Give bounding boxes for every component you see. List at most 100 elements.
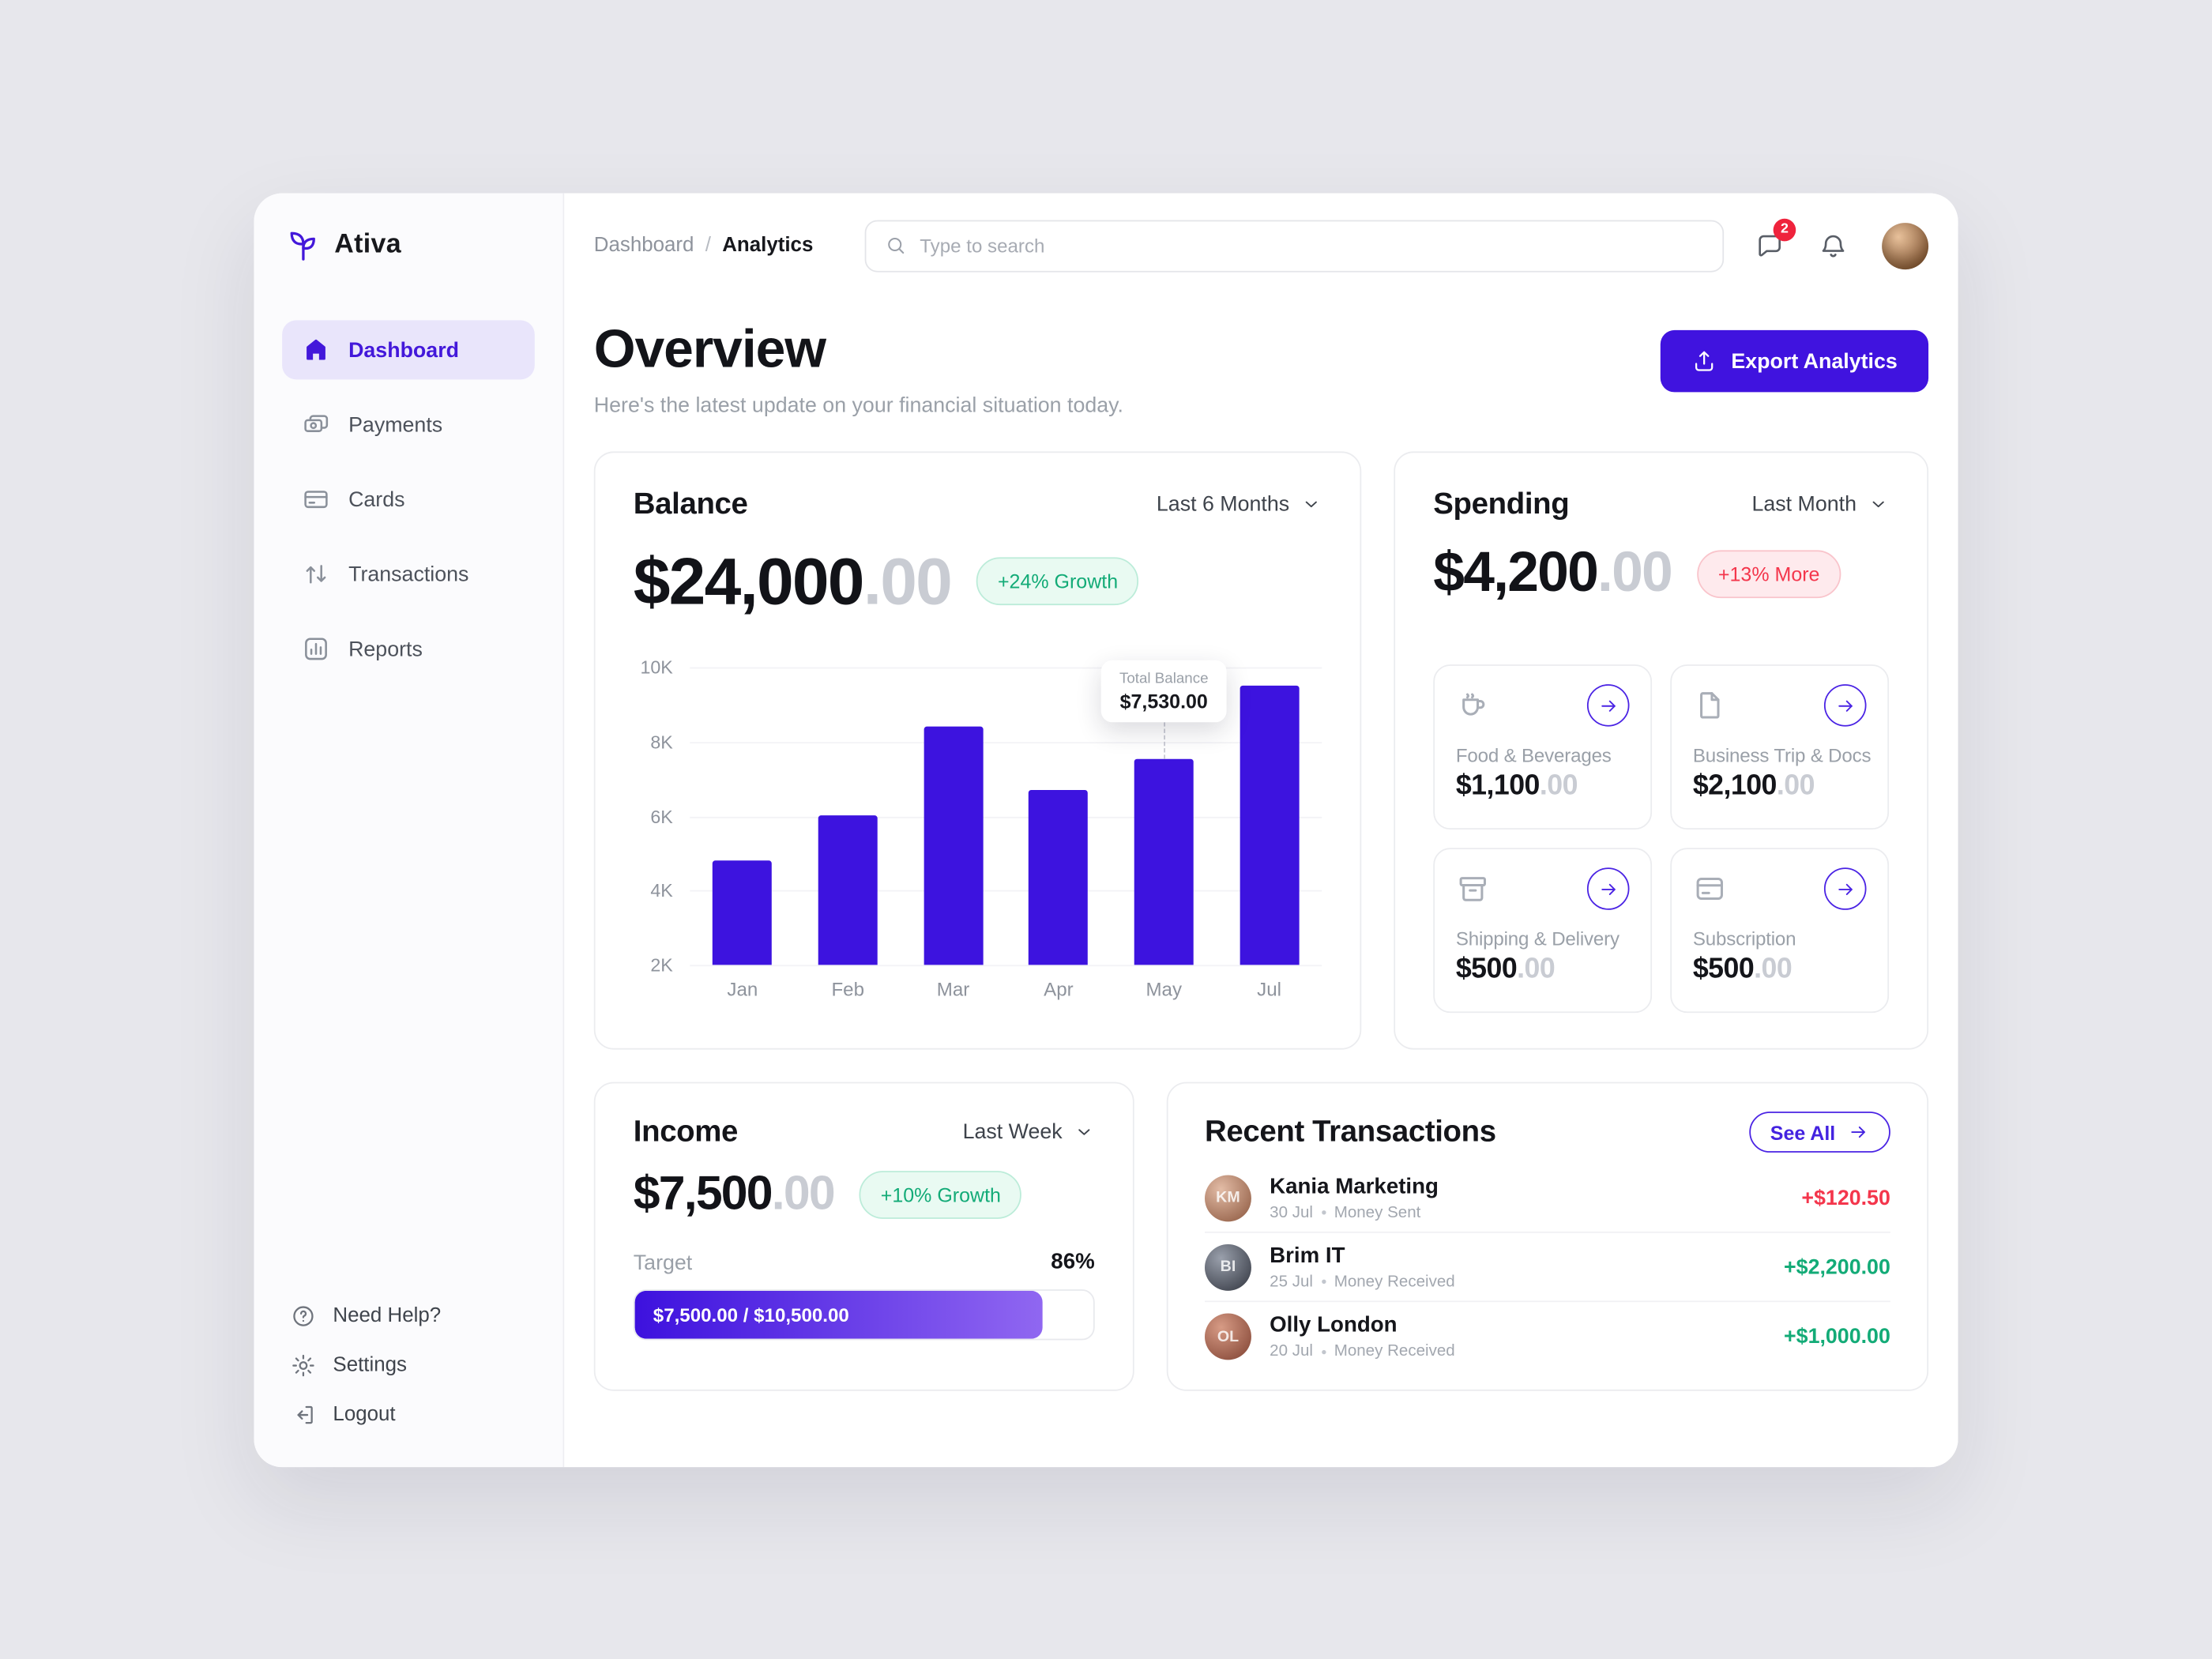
subscription-icon [1693,872,1727,906]
reports-icon [302,635,330,664]
spending-card: Spending Last Month $4,200.00 +13% More … [1394,451,1929,1050]
chat-button[interactable]: 2 [1755,217,1796,261]
income-progress-text: $7,500.00 / $10,500.00 [653,1304,849,1326]
category-amount: $500.00 [1692,954,1793,985]
category-arrow-button[interactable] [1586,684,1630,727]
sidebar-nav: Dashboard Payments Cards Transactions Report… [282,320,535,679]
category-label: Subscription [1692,928,1796,950]
transaction-amount: +$1,000.00 [1784,1324,1890,1349]
balance-card-head: Balance Last 6 Months [634,487,1322,522]
balance-title: Balance [633,487,748,521]
category-label: Food & Beverages [1455,744,1612,766]
transactions-card-head: Recent Transactions See All [1205,1112,1890,1153]
bar-shape [924,726,984,965]
breadcrumb-dashboard[interactable]: Dashboard [593,234,694,257]
sidebar-item-label: Reports [348,637,423,661]
bar-shape [1134,758,1194,965]
footer-item-label: Need Help? [333,1304,442,1328]
export-icon [1691,348,1717,374]
user-avatar[interactable] [1882,222,1929,269]
sidebar-item-dashboard[interactable]: Dashboard [282,320,535,380]
balance-chart: 10K 8K 6K 4K 2K Total Balance $7,530.00 Jan Fe… [634,656,1322,1000]
category-arrow-button[interactable] [1586,867,1630,910]
category-label: Shipping & Delivery [1455,928,1620,950]
chart-tooltip-label: Total Balance [1119,670,1209,687]
transaction-row-kania-marketing[interactable]: KM Kania Marketing 30 Jul Money Sent +$120.5… [1205,1164,1890,1233]
balance-amount-cents: .00 [863,543,953,619]
spending-category-top [1693,867,1867,910]
category-amount: $500.00 [1455,954,1556,985]
export-analytics-button[interactable]: Export Analytics [1661,329,1929,393]
footer-item-settings[interactable]: Settings [282,1353,535,1379]
dot-separator [1321,1349,1326,1354]
sidebar-item-cards[interactable]: Cards [282,470,535,529]
transaction-row-brim-it[interactable]: BI Brim IT 25 Jul Money Received +$2,200.00 [1205,1233,1890,1303]
avatar: KM [1205,1174,1251,1221]
footer-item-logout[interactable]: Logout [282,1402,535,1428]
food-beverages-icon [1456,688,1490,722]
balance-bar-may[interactable]: Total Balance $7,530.00 [1100,660,1227,965]
balance-chart-yticks: 10K 8K 6K 4K 2K [634,656,679,976]
chart-gridline [690,816,1322,818]
spending-category-shipping-delivery: Shipping & Delivery $500.00 [1433,848,1653,1014]
balance-amount: $24,000.00 [633,542,953,619]
income-target-row: Target 86% [634,1250,1095,1275]
balance-bar-feb[interactable] [796,668,901,965]
avatar: OL [1205,1313,1251,1360]
cards-area: Balance Last 6 Months $24,000.00 +24% Gr… [593,451,1929,1391]
category-arrow-button[interactable] [1823,867,1867,910]
transaction-row-olly-london[interactable]: OL Olly London 20 Jul Money Received +$1,000… [1205,1302,1890,1371]
spending-period-select[interactable]: Last Month [1751,492,1889,517]
home-icon [302,336,330,364]
spending-category-top [1456,867,1630,910]
chart-gridline [690,890,1322,893]
sidebar-item-payments[interactable]: Payments [282,395,535,454]
see-all-button[interactable]: See All [1748,1112,1890,1153]
payments-icon [302,411,330,439]
income-amount-main: $7,500 [633,1166,773,1221]
category-arrow-button[interactable] [1823,684,1867,727]
sidebar-item-transactions[interactable]: Transactions [282,544,535,604]
balance-amount-row: $24,000.00 +24% Growth [634,542,1322,619]
balance-bar-jul[interactable] [1217,668,1322,965]
balance-period-select[interactable]: Last 6 Months [1156,492,1322,517]
chart-tooltip-value: $7,530.00 [1119,690,1208,713]
bar-shape [818,815,878,965]
balance-amount-main: $24,000 [633,543,865,619]
income-progress-fill: $7,500.00 / $10,500.00 [634,1290,1044,1339]
balance-bars: Total Balance $7,530.00 [690,660,1322,965]
balance-chart-plot-column: Total Balance $7,530.00 Jan Feb Mar Apr May Ju… [690,660,1322,1000]
shipping-delivery-icon [1456,872,1490,906]
breadcrumb-analytics: Analytics [722,234,814,257]
chat-icon [1755,231,1785,261]
footer-item-label: Logout [333,1403,396,1427]
transaction-info: Kania Marketing 30 Jul Money Sent [1270,1175,1439,1221]
sidebar-footer: Need Help? Settings Logout [282,1304,535,1428]
category-amount: $1,100.00 [1455,770,1578,802]
bar-shape [1029,790,1089,965]
balance-period-label: Last 6 Months [1156,492,1290,517]
breadcrumb: Dashboard / Analytics [594,234,865,257]
search-box[interactable] [864,219,1725,272]
transactions-icon [302,560,330,589]
search-input[interactable] [920,235,1705,257]
transactions-list: KM Kania Marketing 30 Jul Money Sent +$120.5… [1205,1164,1890,1371]
target-label: Target [633,1251,693,1275]
balance-bar-apr[interactable] [1006,668,1111,965]
settings-icon [291,1353,316,1379]
chart-gridline [690,965,1322,967]
sidebar-item-reports[interactable]: Reports [282,619,535,679]
chevron-down-icon [1300,494,1322,515]
arrow-right-icon [1848,1122,1869,1143]
cards-row-1: Balance Last 6 Months $24,000.00 +24% Gr… [593,451,1929,1050]
balance-bar-mar[interactable] [901,668,1006,965]
balance-bar-jan[interactable] [690,668,795,965]
footer-item-need-help[interactable]: Need Help? [282,1304,535,1329]
income-period-select[interactable]: Last Week [963,1120,1095,1144]
chevron-down-icon [1074,1122,1095,1143]
avatar: BI [1205,1243,1251,1291]
dot-separator [1321,1210,1326,1215]
bell-button[interactable] [1819,231,1849,261]
spending-card-head: Spending Last Month [1433,487,1889,522]
sidebar-item-label: Dashboard [348,337,459,363]
